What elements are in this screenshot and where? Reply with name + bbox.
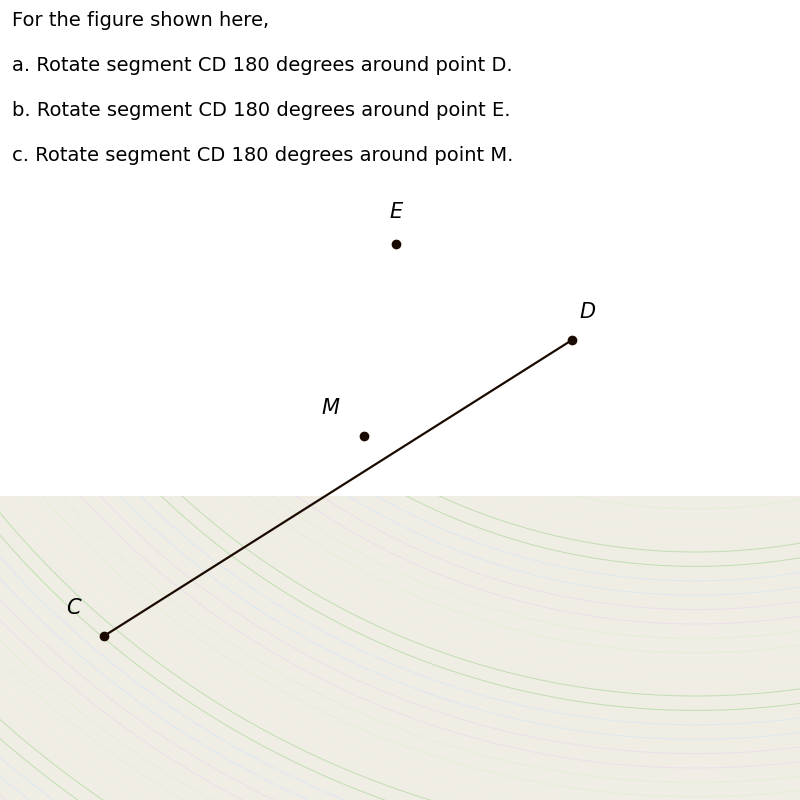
- Text: b. Rotate segment CD 180 degrees around point E.: b. Rotate segment CD 180 degrees around …: [12, 101, 510, 120]
- FancyBboxPatch shape: [0, 0, 800, 496]
- Text: C: C: [66, 598, 81, 618]
- Text: E: E: [390, 202, 402, 222]
- Text: c. Rotate segment CD 180 degrees around point M.: c. Rotate segment CD 180 degrees around …: [12, 146, 514, 165]
- Text: M: M: [322, 398, 339, 418]
- Text: a. Rotate segment CD 180 degrees around point D.: a. Rotate segment CD 180 degrees around …: [12, 56, 513, 75]
- Text: D: D: [580, 302, 596, 322]
- Text: For the figure shown here,: For the figure shown here,: [12, 10, 269, 30]
